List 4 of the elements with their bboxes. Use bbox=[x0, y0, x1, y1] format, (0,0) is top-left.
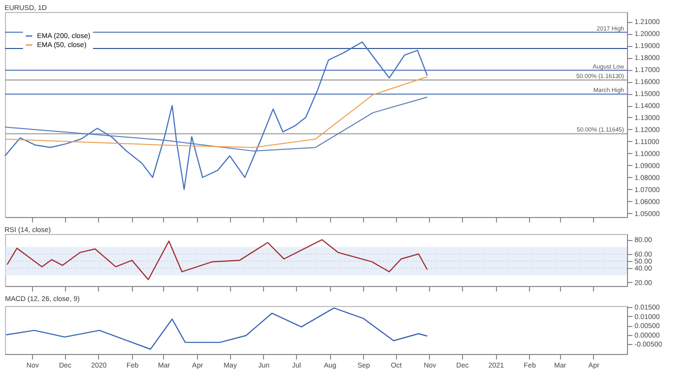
line-series bbox=[6, 307, 428, 350]
line-series bbox=[6, 239, 428, 280]
line-series bbox=[4, 96, 428, 152]
line-series bbox=[4, 76, 428, 148]
